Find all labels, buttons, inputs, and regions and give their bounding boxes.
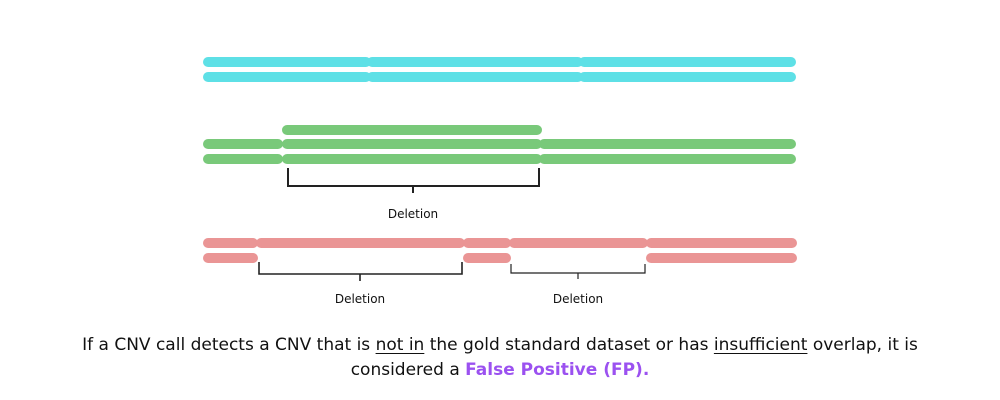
cnv-diagram: Deletion Deletion Deletion	[203, 57, 797, 306]
caption-text: considered a	[350, 360, 466, 380]
caption-insufficient: insufficient	[713, 335, 808, 355]
truth-deletion-bracket	[287, 168, 540, 193]
truth-deletion-label: Deletion	[388, 207, 438, 221]
false-positive-label: False Positive (FP).	[465, 360, 650, 380]
caption-not-in: not in	[375, 335, 425, 355]
caption-line-1: If a CNV call detects a CNV that is not …	[0, 333, 1000, 358]
caption-text: If a CNV call detects a CNV that is	[82, 335, 376, 355]
cnv-call-strands	[203, 238, 797, 263]
caption-text: overlap, it is	[807, 335, 918, 355]
caption: If a CNV call detects a CNV that is not …	[0, 333, 1000, 383]
caption-text: the gold standard dataset or has	[424, 335, 714, 355]
gold-standard-strands	[203, 125, 796, 164]
caption-line-2: considered a False Positive (FP).	[0, 358, 1000, 383]
call-deletion-label-1: Deletion	[335, 292, 385, 306]
call-deletion-bracket-2	[510, 264, 646, 279]
call-deletion-label-2: Deletion	[553, 292, 603, 306]
reference-strands	[203, 57, 796, 82]
call-deletion-bracket-1	[258, 262, 463, 281]
